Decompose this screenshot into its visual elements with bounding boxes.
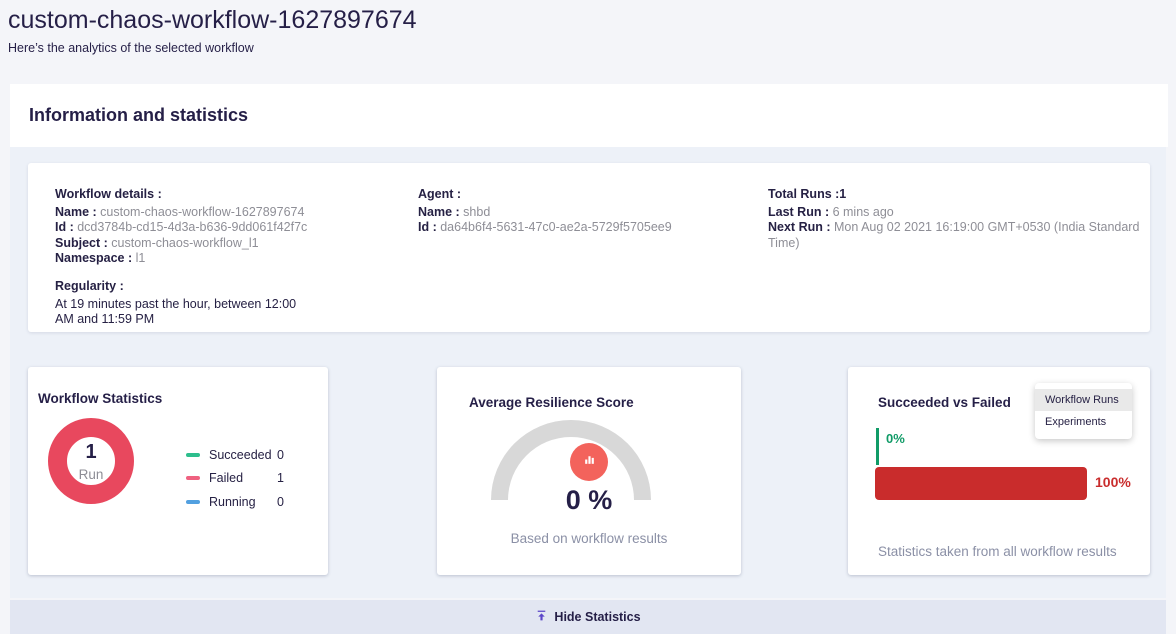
workflow-name-label: Name : <box>55 205 97 220</box>
agent-id-value: da64b6f4-5631-47c0-ae2a-5729f5705ee9 <box>440 220 672 235</box>
resilience-score-card: Average Resilience Score 0 % Based on wo… <box>437 367 741 575</box>
resilience-score-title: Average Resilience Score <box>469 395 634 410</box>
workflow-details-column: Workflow details : Name : custom-chaos-w… <box>55 187 385 328</box>
workflow-namespace-label: Namespace : <box>55 250 133 265</box>
workflow-namespace-row: Namespace : l1 <box>55 251 385 266</box>
legend-label: Succeeded <box>209 447 272 462</box>
failed-dash-icon <box>186 476 200 481</box>
last-run-label: Last Run : <box>768 205 830 220</box>
workflow-name-value: custom-chaos-workflow-1627897674 <box>100 205 305 220</box>
legend-item-succeeded: Succeeded 0 <box>186 443 284 467</box>
regularity-heading: Regularity : <box>55 279 124 294</box>
menu-item-experiments[interactable]: Experiments <box>1045 416 1107 428</box>
succeeded-vs-failed-caption: Statistics taken from all workflow resul… <box>878 544 1117 559</box>
runs-column: Total Runs :1 Last Run : 6 mins ago Next… <box>768 187 1168 251</box>
next-run-value: Mon Aug 02 2021 16:19:00 GMT+0530 (India… <box>768 220 1140 250</box>
bar-chart-icon <box>583 453 596 471</box>
workflow-name-row: Name : custom-chaos-workflow-1627897674 <box>55 205 385 220</box>
resilience-score-value: 0 % <box>565 485 613 515</box>
score-badge <box>570 443 608 481</box>
agent-name-row: Name : shbd <box>418 205 748 220</box>
agent-name-value: shbd <box>463 205 491 220</box>
workflow-subject-label: Subject : <box>55 235 108 250</box>
workflow-id-label: Id : <box>55 220 74 235</box>
running-dash-icon <box>186 499 200 504</box>
workflow-id-value: dcd3784b-cd15-4d3a-b636-9dd061f42f7c <box>77 220 308 235</box>
resilience-score-caption: Based on workflow results <box>510 531 668 546</box>
agent-column: Agent : Name : shbd Id : da64b6f4-5631-4… <box>418 187 748 236</box>
agent-heading: Agent : <box>418 187 462 201</box>
last-run-row: Last Run : 6 mins ago <box>768 205 1168 220</box>
runs-donut-chart: 1 Run <box>48 418 134 504</box>
menu-item-workflow-runs[interactable]: Workflow Runs <box>1035 389 1132 411</box>
total-runs-heading: Total Runs :1 <box>768 187 847 201</box>
donut-center-value: 1 <box>85 440 97 463</box>
hide-statistics-label: Hide Statistics <box>554 610 641 624</box>
succeeded-vs-failed-title: Succeeded vs Failed <box>878 395 1011 410</box>
donut-legend: Succeeded 0 Failed 1 Running 0 <box>186 443 284 514</box>
legend-item-failed: Failed 1 <box>186 467 284 491</box>
workflow-namespace-value: l1 <box>135 250 146 265</box>
agent-id-row: Id : da64b6f4-5631-47c0-ae2a-5729f5705ee… <box>418 220 748 235</box>
regularity-line2: AM and 11:59 PM <box>55 312 155 327</box>
workflow-statistics-card: Workflow Statistics 1 Run Succeeded 0 Fa… <box>28 367 328 575</box>
succeeded-percent-label: 0% <box>886 431 905 446</box>
succeeded-dash-icon <box>186 452 200 457</box>
legend-item-running: Running 0 <box>186 490 284 514</box>
page-subtitle: Here’s the analytics of the selected wor… <box>8 41 254 55</box>
succeeded-bar <box>876 428 879 465</box>
workflow-subject-value: custom-chaos-workflow_l1 <box>111 235 259 250</box>
section-heading: Information and statistics <box>29 105 249 125</box>
next-run-row: Next Run : Mon Aug 02 2021 16:19:00 GMT+… <box>768 220 1168 250</box>
hide-statistics-button[interactable]: Hide Statistics <box>10 600 1166 634</box>
page-title: custom-chaos-workflow-1627897674 <box>8 6 417 34</box>
failed-bar <box>875 467 1087 500</box>
regularity-line1: At 19 minutes past the hour, between 12:… <box>55 297 297 312</box>
collapse-up-icon <box>535 609 548 625</box>
legend-count: 0 <box>277 494 284 509</box>
failed-percent-label: 100% <box>1095 474 1131 490</box>
information-section-header: Information and statistics <box>10 84 1168 147</box>
legend-label: Running <box>209 494 256 509</box>
agent-name-label: Name : <box>418 205 460 220</box>
page-bottom-strip <box>0 634 1176 643</box>
last-run-value: 6 mins ago <box>832 205 894 220</box>
workflow-info-card: Workflow details : Name : custom-chaos-w… <box>28 163 1150 332</box>
workflow-statistics-title: Workflow Statistics <box>38 391 163 406</box>
workflow-details-heading: Workflow details : <box>55 187 162 201</box>
results-filter-menu[interactable]: Workflow Runs Experiments <box>1035 383 1132 439</box>
workflow-subject-row: Subject : custom-chaos-workflow_l1 <box>55 236 385 251</box>
workflow-id-row: Id : dcd3784b-cd15-4d3a-b636-9dd061f42f7… <box>55 220 385 235</box>
legend-label: Failed <box>209 471 244 486</box>
donut-center-label: Run <box>78 466 104 482</box>
legend-count: 1 <box>277 471 284 486</box>
succeeded-vs-failed-card: Succeeded vs Failed Workflow Runs Experi… <box>848 367 1150 575</box>
legend-count: 0 <box>277 447 284 462</box>
agent-id-label: Id : <box>418 220 437 235</box>
next-run-label: Next Run : <box>768 220 831 235</box>
